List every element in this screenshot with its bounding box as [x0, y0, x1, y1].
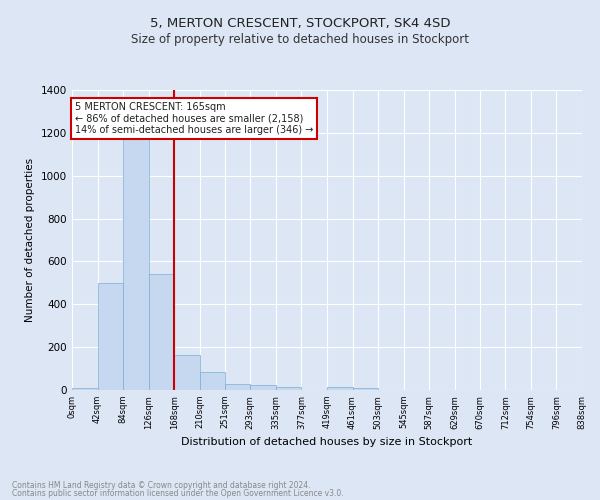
Bar: [174, 354, 200, 390]
Text: Contains public sector information licensed under the Open Government Licence v3: Contains public sector information licen…: [12, 489, 344, 498]
Bar: [98, 283, 123, 390]
Text: 5 MERTON CRESCENT: 165sqm
← 86% of detached houses are smaller (2,158)
14% of se: 5 MERTON CRESCENT: 165sqm ← 86% of detac…: [75, 102, 313, 135]
Bar: [123, 128, 149, 390]
Bar: [200, 372, 225, 390]
Text: 5, MERTON CRESCENT, STOCKPORT, SK4 4SD: 5, MERTON CRESCENT, STOCKPORT, SK4 4SD: [150, 18, 450, 30]
Y-axis label: Number of detached properties: Number of detached properties: [25, 158, 35, 322]
Bar: [327, 387, 353, 390]
Text: Contains HM Land Registry data © Crown copyright and database right 2024.: Contains HM Land Registry data © Crown c…: [12, 480, 311, 490]
Text: Size of property relative to detached houses in Stockport: Size of property relative to detached ho…: [131, 32, 469, 46]
Bar: [149, 274, 174, 390]
X-axis label: Distribution of detached houses by size in Stockport: Distribution of detached houses by size …: [181, 437, 473, 447]
Bar: [353, 388, 378, 390]
Bar: [250, 386, 276, 390]
Bar: [225, 384, 250, 390]
Bar: [72, 388, 98, 390]
Bar: [276, 386, 301, 390]
